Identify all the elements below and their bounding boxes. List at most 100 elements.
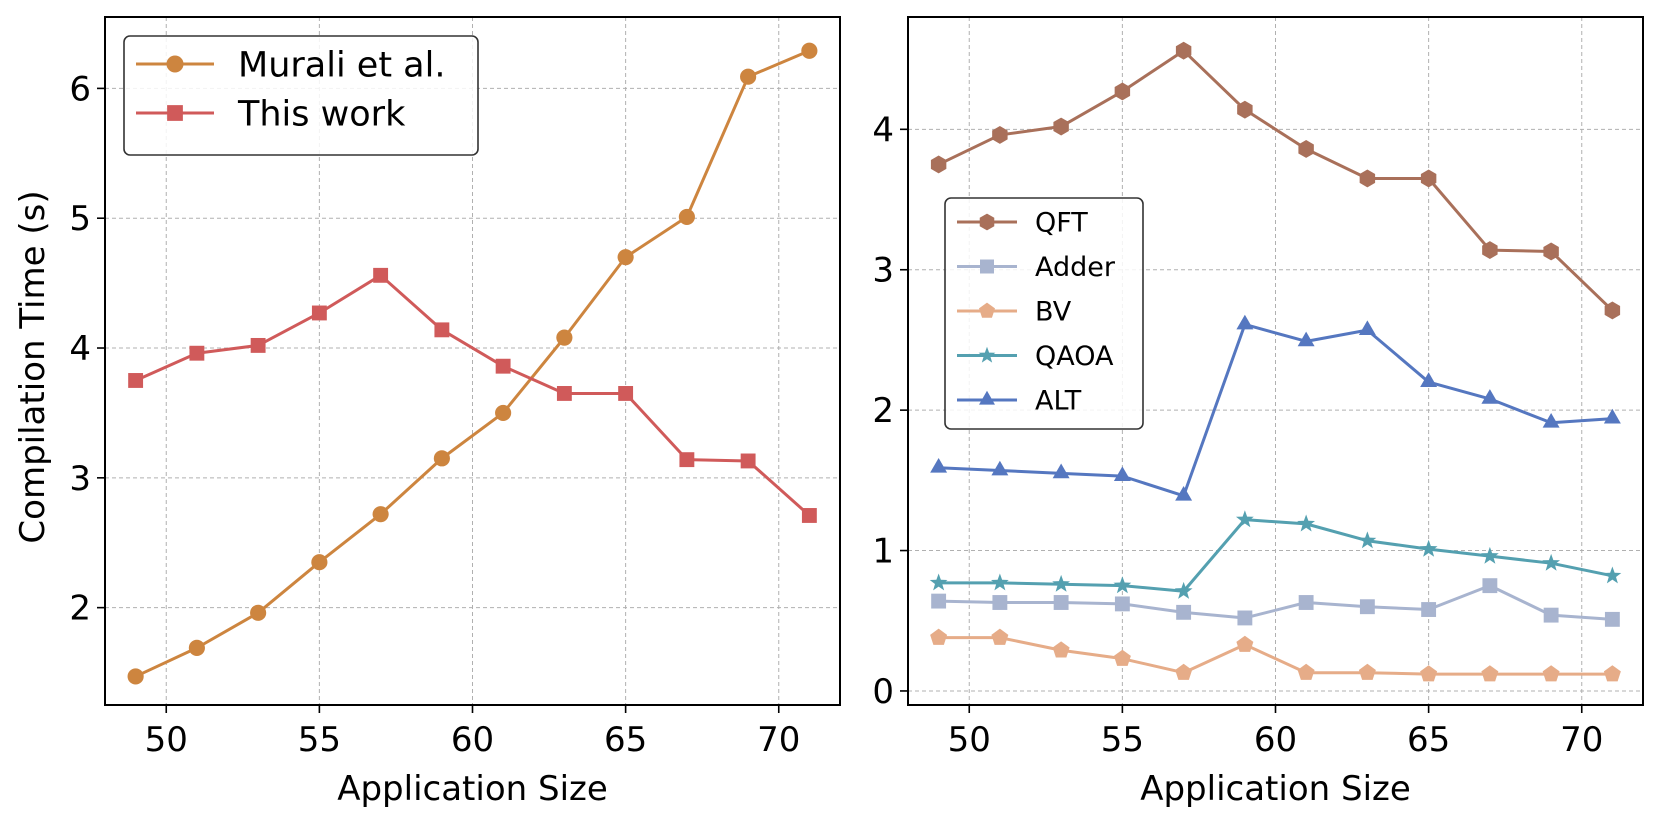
left-point-murali	[433, 450, 450, 467]
right-point-qft	[1543, 242, 1559, 261]
right-legend-marker-qft	[979, 213, 995, 231]
left-x-tick-label: 65	[604, 720, 647, 760]
right-point-adder	[992, 595, 1008, 610]
right-point-bv	[1603, 665, 1621, 682]
right-point-qaoa	[1603, 566, 1622, 584]
right-point-adder	[931, 593, 947, 609]
right-point-qaoa	[990, 573, 1009, 591]
left-point-this_work	[128, 373, 144, 388]
left-axis-ticks: 50 55 60 65 70 2 3 4 5 6	[69, 69, 800, 760]
left-point-this_work	[189, 345, 205, 361]
left-point-this_work	[618, 386, 634, 401]
left-x-tick-label: 60	[451, 720, 494, 760]
right-legend-label-bv: BV	[1035, 297, 1072, 328]
right-series-line-qaoa	[938, 518, 1613, 593]
left-legend-marker-this_work	[167, 105, 183, 121]
right-point-adder	[1421, 602, 1437, 617]
right-point-alt	[1603, 408, 1621, 424]
right-point-qft	[1114, 82, 1131, 101]
right-point-bv	[1297, 663, 1315, 680]
left-point-murali	[617, 249, 634, 266]
right-point-bv	[1542, 665, 1560, 682]
left-y-tick-label: 4	[69, 329, 91, 369]
right-y-tick-label: 0	[872, 672, 894, 712]
left-series-line-this_work	[135, 273, 811, 517]
left-x-tick-label: 70	[757, 720, 800, 760]
left-point-murali	[678, 208, 695, 225]
right-point-adder	[1359, 599, 1375, 615]
left-point-this_work	[495, 358, 511, 374]
left-point-this_work	[250, 337, 266, 353]
left-point-this_work	[556, 386, 572, 401]
right-point-alt	[1236, 314, 1254, 330]
right-point-alt	[1420, 372, 1438, 387]
left-point-murali	[740, 68, 757, 85]
left-legend-label-this_work: This work	[237, 95, 406, 135]
right-point-qft	[1482, 241, 1498, 259]
left-legend-marker-murali	[166, 55, 184, 73]
right-point-alt	[1175, 486, 1193, 501]
right-y-tick-label: 2	[872, 391, 894, 431]
right-series-line-adder	[938, 584, 1613, 621]
right-point-adder	[1543, 607, 1559, 623]
left-point-this_work	[434, 322, 450, 338]
left-series-line-murali	[134, 49, 810, 678]
right-point-adder	[1237, 610, 1253, 626]
right-point-qft	[1359, 169, 1376, 188]
right-legend-marker-adder	[980, 259, 994, 274]
left-x-axis-label: Application Size	[337, 769, 608, 809]
right-point-qaoa	[1113, 576, 1132, 594]
left-point-murali	[127, 668, 144, 685]
right-point-adder	[1482, 578, 1498, 594]
right-legend-label-adder: Adder	[1035, 252, 1116, 283]
right-x-tick-label: 55	[1101, 720, 1144, 760]
right-legend-marker-alt	[979, 390, 995, 405]
right-point-bv	[1358, 663, 1376, 680]
right-point-alt	[1297, 331, 1315, 347]
right-y-tick-label: 1	[872, 532, 894, 572]
right-point-adder	[1053, 595, 1069, 610]
right-x-tick-label: 50	[948, 720, 991, 760]
left-point-murali	[372, 506, 389, 523]
right-point-qft	[1237, 100, 1253, 119]
left-x-tick-label: 55	[298, 720, 341, 760]
right-point-qft	[1420, 169, 1437, 188]
right-legend-marker-bv	[979, 302, 995, 318]
right-point-alt	[1481, 389, 1499, 404]
left-point-murali	[556, 329, 573, 346]
left-legend-box	[123, 35, 479, 156]
right-point-qaoa	[1052, 574, 1071, 592]
right-point-qaoa	[1419, 539, 1438, 557]
right-point-bv	[1175, 663, 1193, 680]
left-chart-panel: 50 55 60 65 70 2 3 4 5 6 Application Size Compila…	[13, 16, 841, 809]
right-point-bv	[1113, 649, 1131, 666]
left-legend: Murali et al. This work	[123, 35, 479, 156]
left-point-murali	[250, 604, 267, 621]
right-point-adder	[1176, 604, 1192, 620]
right-point-qft	[1298, 140, 1314, 158]
right-point-qaoa	[1235, 510, 1254, 528]
right-series-line-qft	[937, 49, 1614, 312]
right-point-bv	[1481, 665, 1499, 682]
right-point-qaoa	[1297, 514, 1316, 532]
right-point-adder	[1604, 611, 1620, 627]
right-legend-label-qft: QFT	[1035, 208, 1088, 239]
left-point-murali	[311, 554, 328, 571]
left-point-this_work	[740, 453, 756, 469]
left-y-tick-label: 3	[69, 459, 91, 499]
right-series-line-alt	[938, 322, 1613, 498]
right-point-qft	[1175, 41, 1192, 60]
left-point-murali	[801, 42, 818, 59]
right-point-adder	[1114, 596, 1130, 612]
right-point-adder	[1298, 595, 1314, 610]
left-point-murali	[495, 404, 512, 421]
right-point-alt	[991, 460, 1009, 476]
right-point-qaoa	[1358, 531, 1377, 549]
right-legend-label-qaoa: QAOA	[1035, 341, 1114, 372]
left-point-this_work	[373, 267, 389, 283]
right-chart-panel: 50 55 60 65 70 0 1 2 3 4 Application Size QFT Adde…	[872, 16, 1644, 809]
right-legend-box	[944, 197, 1144, 430]
left-point-this_work	[679, 452, 695, 468]
right-point-alt	[930, 457, 948, 473]
